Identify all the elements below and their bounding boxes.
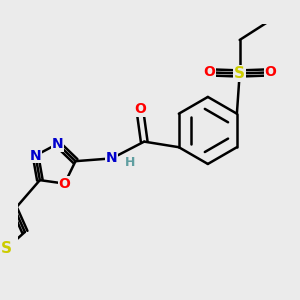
Text: N: N — [30, 148, 41, 163]
Text: H: H — [124, 156, 135, 169]
Text: O: O — [134, 102, 146, 116]
Text: N: N — [52, 137, 63, 151]
Text: O: O — [265, 65, 276, 80]
Text: O: O — [58, 177, 70, 190]
Text: O: O — [203, 65, 215, 80]
Text: S: S — [1, 241, 12, 256]
Text: S: S — [234, 66, 245, 81]
Text: N: N — [106, 152, 118, 165]
